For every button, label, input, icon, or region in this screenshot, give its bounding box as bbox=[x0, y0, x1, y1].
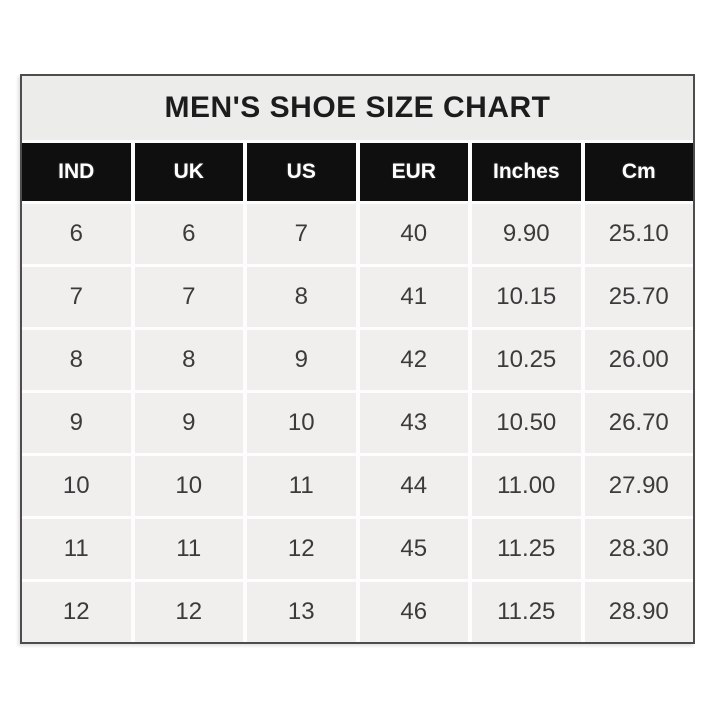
chart-title: MEN'S SHOE SIZE CHART bbox=[22, 76, 693, 140]
table-cell-r0-c1: 6 bbox=[134, 204, 243, 264]
table-cell-r1-c0: 7 bbox=[22, 267, 131, 327]
table-cell-r1-c1: 7 bbox=[134, 267, 243, 327]
table-cell-r2-c1: 8 bbox=[134, 330, 243, 390]
table-cell-r6-c4: 11.25 bbox=[472, 582, 581, 642]
table-cell-r1-c3: 41 bbox=[359, 267, 468, 327]
table-cell-r6-c2: 13 bbox=[247, 582, 356, 642]
table-cell-r2-c4: 10.25 bbox=[472, 330, 581, 390]
table-cell-r1-c4: 10.15 bbox=[472, 267, 581, 327]
table-cell-r1-c5: 25.70 bbox=[584, 267, 693, 327]
size-table: IND UK US EUR Inches Cm 6 6 7 40 9.90 25.10 7 7 8 41 10.… bbox=[22, 143, 693, 642]
table-cell-r0-c2: 7 bbox=[247, 204, 356, 264]
table-cell-r0-c4: 9.90 bbox=[472, 204, 581, 264]
table-cell-r3-c5: 26.70 bbox=[584, 393, 693, 453]
table-cell-r2-c3: 42 bbox=[359, 330, 468, 390]
table-cell-r5-c0: 11 bbox=[22, 519, 131, 579]
table-cell-r4-c5: 27.90 bbox=[584, 456, 693, 516]
table-cell-r4-c0: 10 bbox=[22, 456, 131, 516]
table-cell-r0-c5: 25.10 bbox=[584, 204, 693, 264]
column-header-cm: Cm bbox=[584, 143, 693, 201]
table-cell-r0-c0: 6 bbox=[22, 204, 131, 264]
table-cell-r6-c1: 12 bbox=[134, 582, 243, 642]
table-cell-r5-c2: 12 bbox=[247, 519, 356, 579]
table-cell-r2-c0: 8 bbox=[22, 330, 131, 390]
table-cell-r2-c2: 9 bbox=[247, 330, 356, 390]
table-cell-r4-c2: 11 bbox=[247, 456, 356, 516]
column-header-inches: Inches bbox=[472, 143, 581, 201]
table-cell-r5-c4: 11.25 bbox=[472, 519, 581, 579]
column-header-us: US bbox=[247, 143, 356, 201]
table-cell-r3-c1: 9 bbox=[134, 393, 243, 453]
table-cell-r0-c3: 40 bbox=[359, 204, 468, 264]
column-header-ind: IND bbox=[22, 143, 131, 201]
table-cell-r5-c1: 11 bbox=[134, 519, 243, 579]
table-cell-r6-c3: 46 bbox=[359, 582, 468, 642]
table-cell-r4-c1: 10 bbox=[134, 456, 243, 516]
table-cell-r4-c3: 44 bbox=[359, 456, 468, 516]
table-cell-r6-c0: 12 bbox=[22, 582, 131, 642]
table-cell-r3-c2: 10 bbox=[247, 393, 356, 453]
table-cell-r5-c5: 28.30 bbox=[584, 519, 693, 579]
table-cell-r1-c2: 8 bbox=[247, 267, 356, 327]
table-cell-r5-c3: 45 bbox=[359, 519, 468, 579]
table-cell-r4-c4: 11.00 bbox=[472, 456, 581, 516]
table-cell-r6-c5: 28.90 bbox=[584, 582, 693, 642]
column-header-uk: UK bbox=[134, 143, 243, 201]
table-cell-r3-c3: 43 bbox=[359, 393, 468, 453]
table-cell-r2-c5: 26.00 bbox=[584, 330, 693, 390]
column-header-eur: EUR bbox=[359, 143, 468, 201]
table-cell-r3-c4: 10.50 bbox=[472, 393, 581, 453]
table-cell-r3-c0: 9 bbox=[22, 393, 131, 453]
shoe-size-chart: MEN'S SHOE SIZE CHART IND UK US EUR Inches Cm… bbox=[20, 74, 695, 644]
